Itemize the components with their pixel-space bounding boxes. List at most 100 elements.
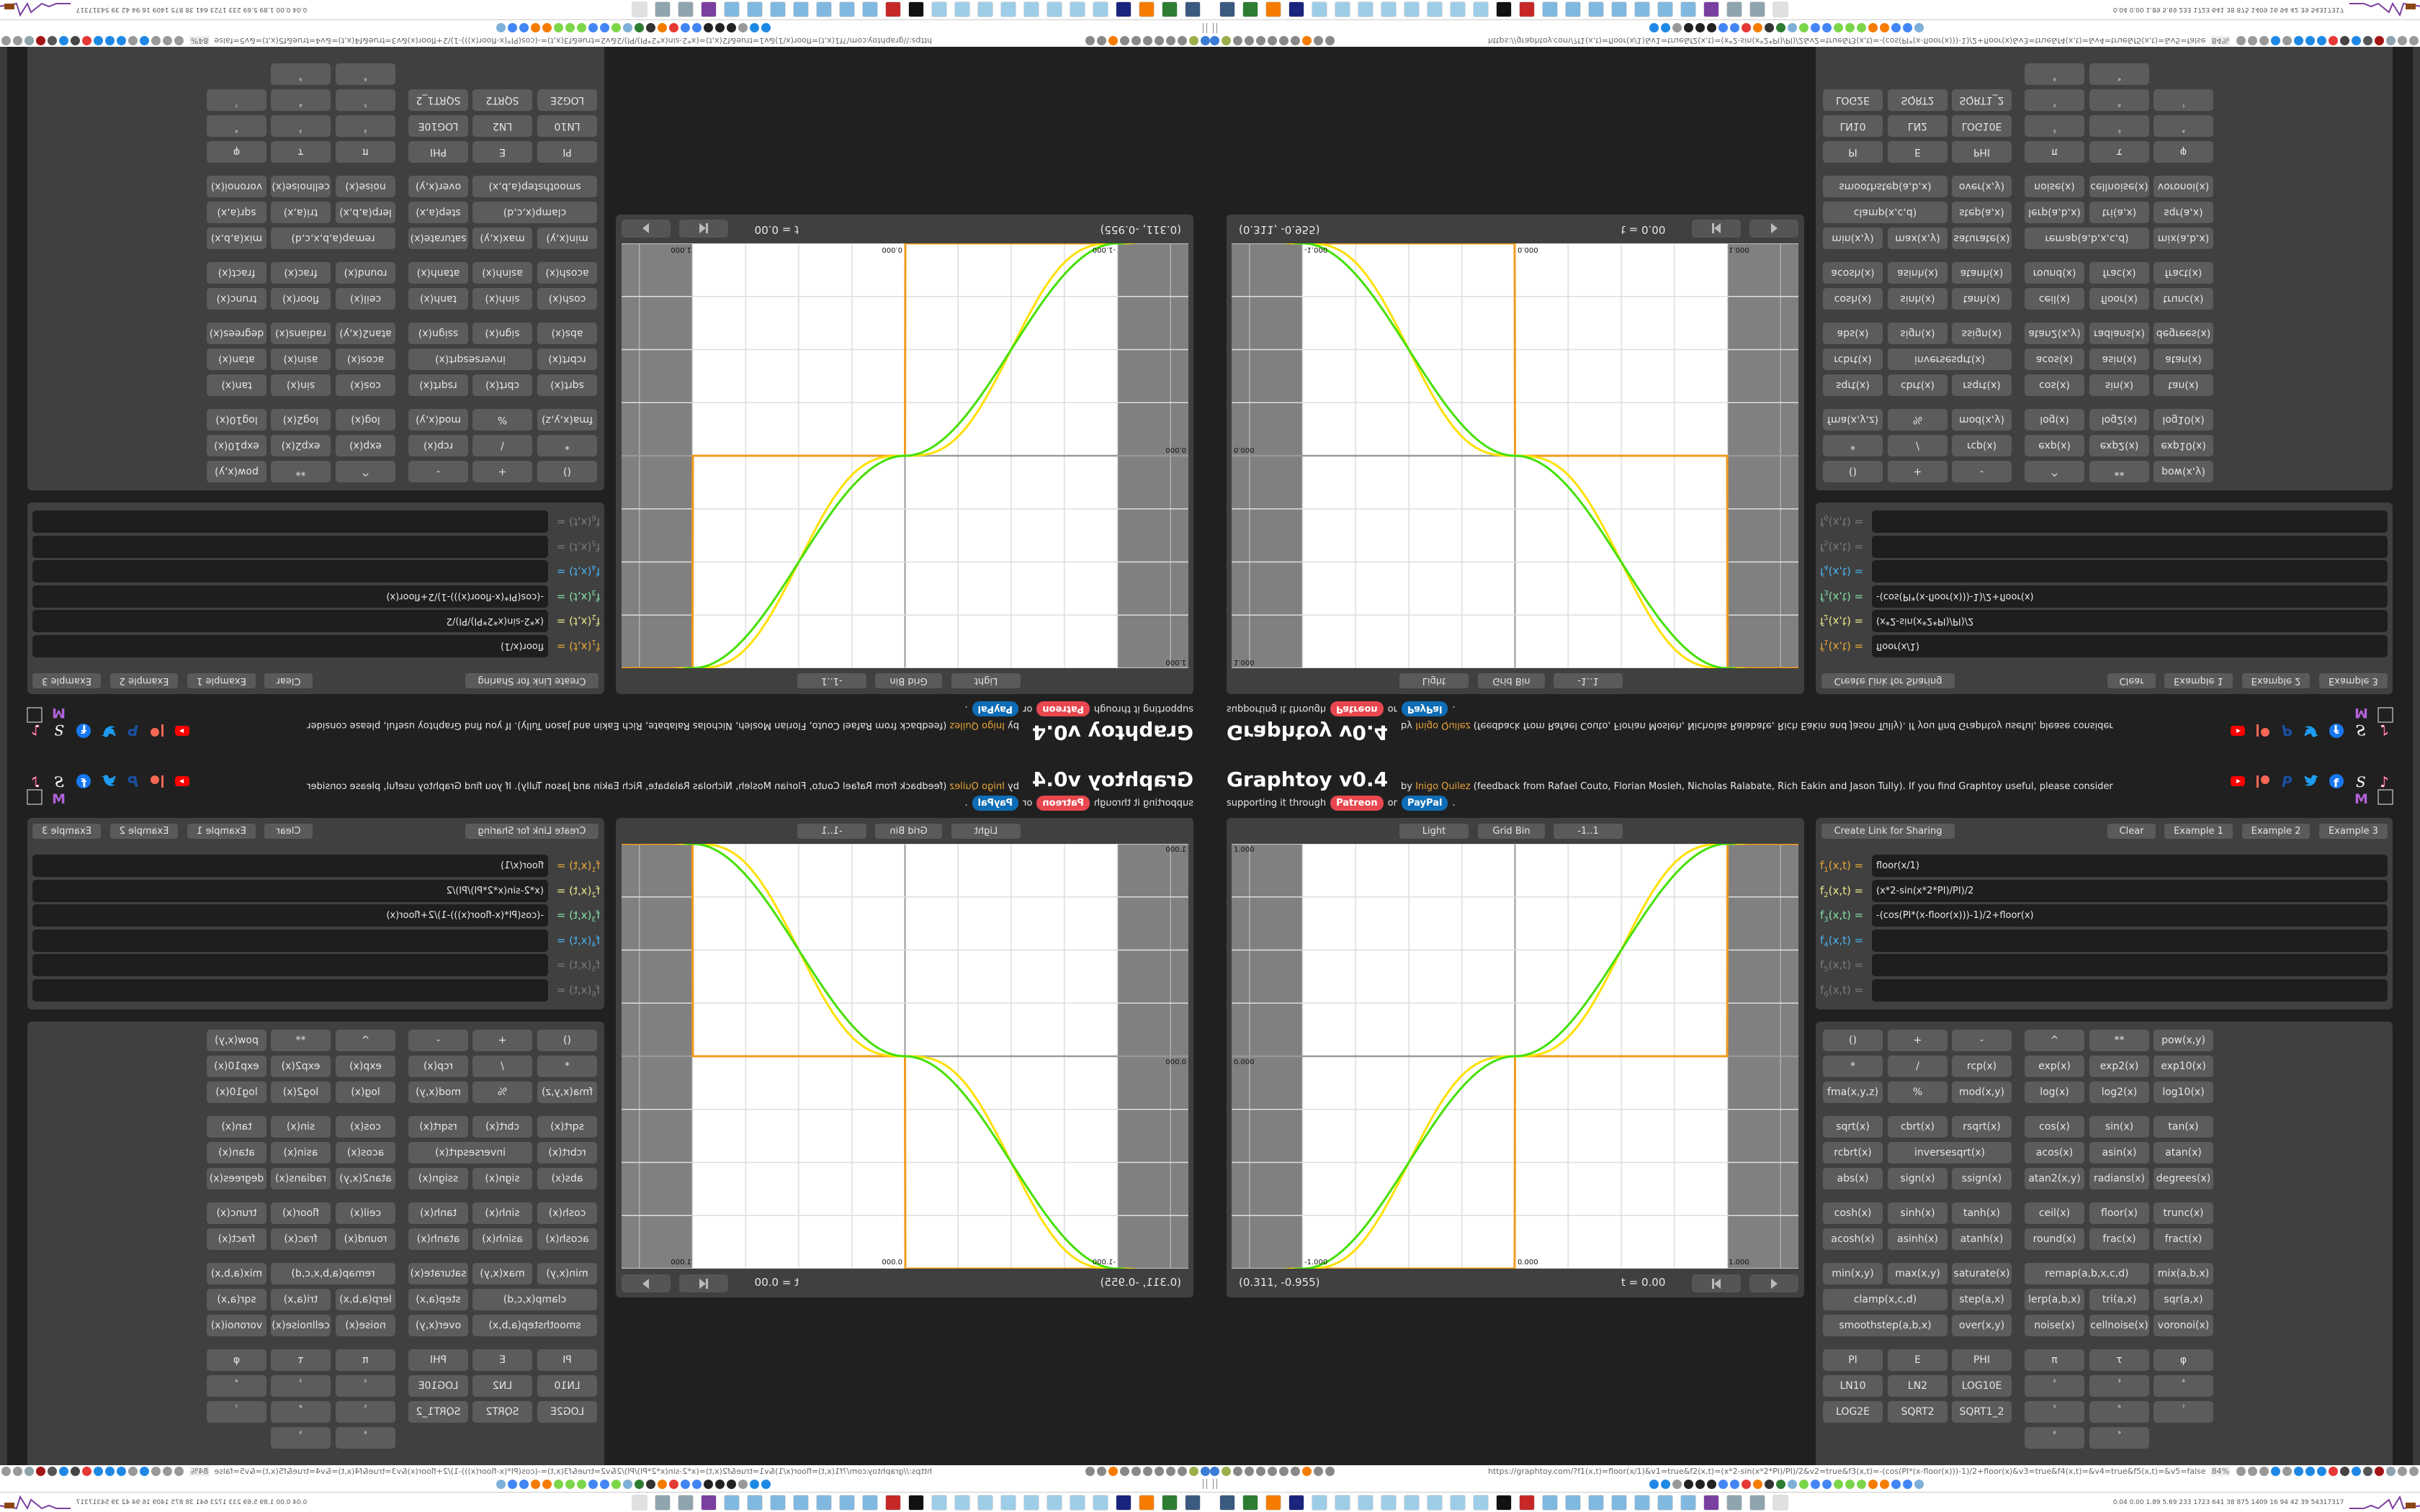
graph-canvas[interactable]: 1.000 0.000 -1.000 0.000 1.000: [1230, 790, 1800, 1482]
keypad-button[interactable]: sin(x): [2089, 374, 2149, 396]
keypad-button[interactable]: -: [1952, 461, 2012, 482]
formula-input[interactable]: [32, 929, 548, 952]
patreon-button[interactable]: Patreon: [1330, 701, 1384, 716]
keypad-button[interactable]: rcp(x): [1952, 435, 2012, 456]
keypad-button[interactable]: exp(x): [2025, 1056, 2084, 1077]
keypad-button[interactable]: ²: [2025, 1375, 2084, 1397]
keypad-button[interactable]: cos(x): [336, 374, 395, 396]
taskbar-app-icon[interactable]: [678, 1495, 694, 1511]
keypad-button[interactable]: ⁹: [271, 1427, 331, 1449]
toolbar-icon[interactable]: [1189, 36, 1198, 46]
taskbar-app-icon[interactable]: [632, 1, 647, 17]
keypad-button[interactable]: degrees(x): [207, 1168, 266, 1189]
youtube-icon[interactable]: [2230, 723, 2246, 739]
toolbar-icon[interactable]: [1155, 1466, 1164, 1476]
toolbar-icon[interactable]: [1245, 36, 1254, 46]
keypad-button[interactable]: asin(x): [271, 1142, 331, 1164]
toolbar-icon[interactable]: [24, 1466, 34, 1476]
keypad-button[interactable]: asinh(x): [472, 262, 532, 284]
taskbar-app-icon[interactable]: [655, 1, 671, 17]
keypad-button[interactable]: ⁴: [2154, 115, 2213, 137]
paypal-button[interactable]: PayPal: [1401, 701, 1448, 716]
taskbar-app-icon[interactable]: [1289, 1495, 1304, 1511]
keypad-button[interactable]: cbrt(x): [472, 374, 532, 396]
keypad-button[interactable]: log2(x): [271, 1081, 331, 1103]
page-scrollbar[interactable]: [2413, 47, 2420, 756]
toolbar-icon[interactable]: [1097, 36, 1106, 46]
toolbar-icon[interactable]: [1742, 1479, 1751, 1489]
keypad-button[interactable]: fma(x,y,z): [1823, 1081, 1883, 1103]
example-1-button[interactable]: Example 1: [2164, 673, 2233, 688]
author-link[interactable]: Inigo Quilez: [949, 720, 1005, 731]
keypad-button[interactable]: %: [1888, 1081, 1948, 1103]
keypad-button[interactable]: cosh(x): [537, 288, 597, 310]
keypad-button[interactable]: log(x): [2025, 409, 2084, 431]
keypad-button[interactable]: step(a,x): [1952, 1289, 2012, 1310]
toolbar-icon[interactable]: [738, 1479, 748, 1489]
keypad-button[interactable]: PI: [1823, 141, 1883, 163]
toolbar-icon[interactable]: [761, 1479, 771, 1489]
keypad-button[interactable]: log10(x): [2154, 409, 2213, 431]
keypad-button[interactable]: (): [1823, 461, 1883, 482]
keypad-button[interactable]: exp2(x): [2089, 435, 2149, 456]
toolbar-icon[interactable]: [635, 1479, 644, 1489]
keypad-button[interactable]: voronoi(x): [2154, 1315, 2213, 1336]
keypad-button[interactable]: fract(x): [207, 262, 266, 284]
keypad-button[interactable]: tanh(x): [1952, 1202, 2012, 1224]
taskbar-app-icon[interactable]: [931, 1495, 947, 1511]
keypad-button[interactable]: π: [336, 141, 395, 163]
keypad-button[interactable]: SQRT1_2: [1952, 89, 2012, 111]
toolbar-icon[interactable]: [1120, 36, 1129, 46]
keypad-button[interactable]: ⁶: [2089, 89, 2149, 111]
toolbar-icon[interactable]: [1880, 1479, 1889, 1489]
taskbar-app-icon[interactable]: [701, 1, 717, 17]
taskbar-app-icon[interactable]: [931, 1, 947, 17]
keypad-button[interactable]: SQRT1_2: [1952, 1401, 2012, 1423]
taskbar-app-icon[interactable]: [1427, 1, 1443, 17]
keypad-button[interactable]: cbrt(x): [1888, 374, 1948, 396]
toolbar-icon[interactable]: [81, 1466, 91, 1476]
keypad-button[interactable]: ⁹: [2089, 63, 2149, 85]
taskbar-app-icon[interactable]: [1404, 1495, 1420, 1511]
toolbar-icon[interactable]: [1210, 36, 1219, 46]
taskbar-app-icon[interactable]: [701, 1495, 717, 1511]
keypad-button[interactable]: exp(x): [2025, 435, 2084, 456]
substack-icon[interactable]: S: [51, 721, 67, 739]
url-field[interactable]: https://graphtoy.com/?f1(x,t)=floor(x/1)…: [1488, 1466, 2206, 1476]
taskbar-app-icon[interactable]: [862, 1495, 878, 1511]
keypad-button[interactable]: radians(x): [271, 1168, 331, 1189]
keypad-button[interactable]: ^: [2025, 461, 2084, 482]
toolbar-icon[interactable]: [1325, 1466, 1335, 1476]
formula-input[interactable]: [32, 510, 548, 533]
theme-button[interactable]: Light: [1399, 673, 1469, 688]
taskbar-app-icon[interactable]: [1496, 1, 1512, 17]
toolbar-icon[interactable]: [1256, 36, 1265, 46]
keypad-button[interactable]: log(x): [2025, 1081, 2084, 1103]
taskbar-app-icon[interactable]: [885, 1, 901, 17]
keypad-button[interactable]: cos(x): [2025, 1116, 2084, 1138]
keypad-button[interactable]: saturate(x): [1952, 1263, 2012, 1284]
toolbar-icon[interactable]: [1661, 23, 1670, 33]
taskbar-app-icon[interactable]: [1335, 1495, 1350, 1511]
keypad-button[interactable]: asin(x): [2089, 348, 2149, 370]
range-button[interactable]: -1..1: [797, 673, 866, 688]
keypad-button[interactable]: τ: [271, 1349, 331, 1371]
keypad-button[interactable]: **: [271, 461, 331, 482]
zoom-level[interactable]: 84%: [2210, 36, 2231, 46]
toolbar-icon[interactable]: [2329, 36, 2339, 46]
formula-input[interactable]: [1872, 954, 2388, 977]
toolbar-icon[interactable]: [1131, 1466, 1141, 1476]
toolbar-icon[interactable]: [1143, 1466, 1152, 1476]
taskbar-app-icon[interactable]: [1381, 1, 1397, 17]
taskbar-app-icon[interactable]: [977, 1495, 993, 1511]
toolbar-icon[interactable]: [623, 23, 632, 33]
keypad-button[interactable]: exp2(x): [271, 435, 331, 456]
toolbar-icon[interactable]: [24, 36, 34, 46]
empty-box-icon[interactable]: [27, 789, 42, 805]
toolbar-icon[interactable]: [2329, 1466, 2339, 1476]
clear-button[interactable]: Clear: [264, 824, 313, 839]
keypad-button[interactable]: pow(x,y): [2154, 461, 2213, 482]
toolbar-icon[interactable]: [1788, 1479, 1797, 1489]
taskbar-app-icon[interactable]: [1358, 1, 1373, 17]
toolbar-icon[interactable]: [2340, 1466, 2350, 1476]
